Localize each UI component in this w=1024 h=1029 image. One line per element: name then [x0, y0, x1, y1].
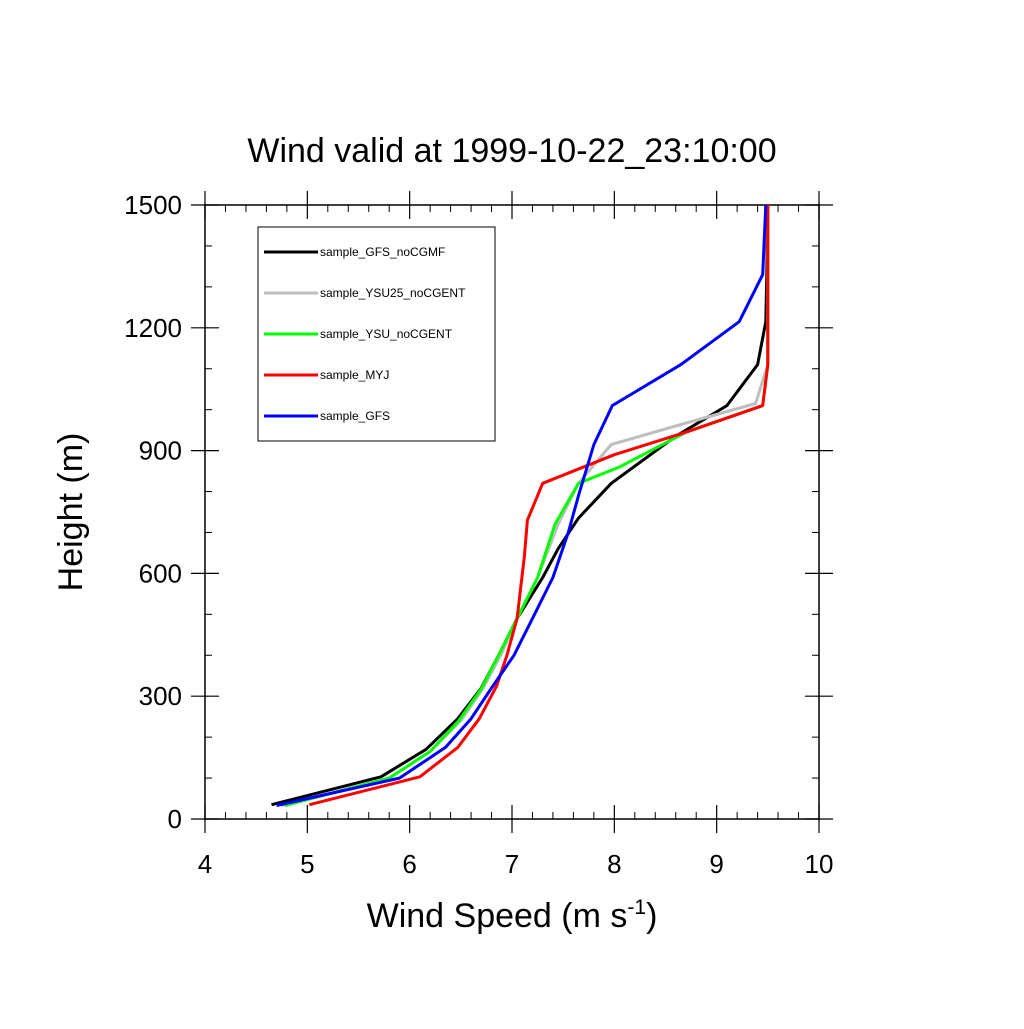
- y-axis-label: Height (m): [52, 433, 90, 592]
- x-tick-labels: 4 5 6 7 8 9 10: [198, 849, 834, 879]
- x-axis-label: Wind Speed (m s-1): [367, 896, 658, 935]
- y-tick-labels: 0 300 600 900 1200 1500: [124, 190, 182, 834]
- x-tick-label: 5: [300, 849, 314, 879]
- y-tick-label: 0: [168, 804, 182, 834]
- x-axis-label-superscript: -1: [627, 896, 646, 919]
- x-axis-label-main: Wind Speed (m s: [367, 897, 628, 935]
- legend-label: sample_YSU25_noCGENT: [320, 286, 466, 300]
- x-tick-label: 9: [709, 849, 723, 879]
- x-tick-label: 8: [607, 849, 621, 879]
- y-tick-label: 1200: [124, 313, 182, 343]
- legend-label: sample_YSU_noCGENT: [320, 327, 453, 341]
- legend-label: sample_GFS: [320, 409, 390, 423]
- y-tick-label: 1500: [124, 190, 182, 220]
- wind-profile-chart: Wind valid at 1999-10-22_23:10:00 4 5 6 7 8 9…: [0, 0, 1024, 1024]
- legend-label: sample_MYJ: [320, 368, 389, 382]
- x-tick-label: 6: [402, 849, 416, 879]
- x-axis-label-close: ): [646, 897, 657, 935]
- y-tick-label: 900: [139, 436, 182, 466]
- y-tick-label: 300: [139, 681, 182, 711]
- x-tick-label: 10: [805, 849, 834, 879]
- chart-title: Wind valid at 1999-10-22_23:10:00: [247, 132, 776, 170]
- x-tick-label: 4: [198, 849, 212, 879]
- y-tick-label: 600: [139, 558, 182, 588]
- legend: sample_GFS_noCGMF sample_YSU25_noCGENTsam…: [258, 227, 495, 441]
- x-tick-label: 7: [505, 849, 519, 879]
- chart-container: Wind valid at 1999-10-22_23:10:00 4 5 6 7 8 9…: [0, 0, 1024, 1024]
- legend-label: sample_GFS_noCGMF: [320, 245, 445, 259]
